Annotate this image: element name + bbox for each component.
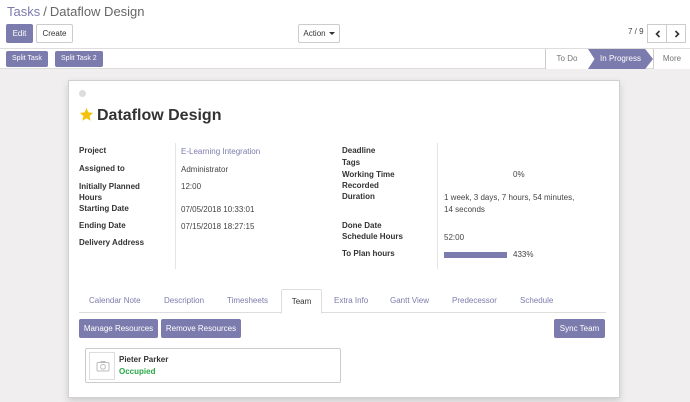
ending-date-label: Ending Date: [79, 221, 126, 230]
breadcrumb-separator: /: [43, 4, 47, 19]
star-icon[interactable]: [79, 107, 94, 122]
stage-todo[interactable]: To Do: [545, 49, 588, 69]
action-label: Action: [303, 29, 326, 38]
assigned-to-label: Assigned to: [79, 164, 125, 173]
pager-previous-button[interactable]: [647, 24, 667, 43]
project-label: Project: [79, 146, 107, 155]
to-plan-hours-value: 433%: [513, 250, 534, 259]
duration-label: Duration: [342, 192, 375, 201]
delivery-address-label: Delivery Address: [79, 238, 145, 247]
breadcrumb-tasks-link[interactable]: Tasks: [7, 4, 41, 19]
member-status: Occupied: [119, 367, 156, 376]
pager-value: 7 / 9: [628, 27, 644, 36]
notebook-tabs: Calendar Note Description Timesheets Tea…: [79, 289, 606, 314]
camera-icon: [96, 361, 110, 372]
to-plan-hours-progress-bar: [444, 252, 507, 258]
assigned-to-value[interactable]: Administrator: [181, 165, 229, 174]
tab-predecessor[interactable]: Predecessor: [452, 296, 497, 305]
planned-hours-label: Initially Planned Hours: [79, 182, 140, 202]
recorded-label: Recorded: [342, 181, 379, 190]
field-divider-right: [437, 143, 438, 269]
tab-gantt-view[interactable]: Gantt View: [390, 296, 429, 305]
breadcrumb-current: Dataflow Design: [49, 4, 145, 19]
priority-dot-icon[interactable]: [79, 90, 86, 97]
planned-hours-value[interactable]: 12:00: [181, 182, 202, 191]
duration-value-line2: 14 seconds: [444, 205, 485, 214]
tab-team[interactable]: Team: [281, 289, 322, 314]
ending-date-value[interactable]: 07/15/2018 18:27:15: [181, 222, 255, 231]
done-date-label: Done Date: [342, 221, 382, 230]
working-time-label: Working Time: [342, 170, 395, 179]
member-name: Pieter Parker: [119, 355, 169, 364]
control-panel: Tasks / Dataflow Design Edit Create Action…: [0, 0, 690, 49]
duration-value-line1: 1 week, 3 days, 7 hours, 54 minutes,: [444, 193, 575, 202]
schedule-hours-label: Schedule Hours: [342, 232, 403, 241]
caret-down-icon: [328, 32, 335, 36]
deadline-label: Deadline: [342, 146, 376, 155]
tab-calendar-note[interactable]: Calendar Note: [89, 296, 141, 305]
team-member-card[interactable]: Pieter Parker Occupied: [85, 348, 341, 383]
breadcrumb: Tasks / Dataflow Design: [7, 4, 145, 19]
schedule-hours-value: 52:00: [444, 233, 465, 242]
create-button[interactable]: Create: [36, 24, 73, 43]
split-task-2-button[interactable]: Split Task 2: [55, 51, 103, 67]
action-dropdown[interactable]: Action: [298, 24, 340, 43]
chevron-right-icon: [674, 30, 680, 38]
edit-button[interactable]: Edit: [6, 24, 33, 43]
form-statusbar: Split Task Split Task 2 To Do In Progres…: [0, 49, 690, 69]
tab-description[interactable]: Description: [164, 296, 205, 305]
remove-resources-button[interactable]: Remove Resources: [161, 319, 241, 338]
field-divider: [175, 143, 176, 269]
chevron-left-icon: [655, 30, 661, 38]
stage-more-button[interactable]: More: [653, 49, 690, 69]
starting-date-value[interactable]: 07/05/2018 10:33:01: [181, 205, 255, 214]
pager-next-button[interactable]: [666, 24, 686, 43]
split-task-button[interactable]: Split Task: [6, 51, 48, 67]
task-title[interactable]: Dataflow Design: [97, 107, 222, 124]
project-value[interactable]: E-Learning Integration: [181, 147, 261, 156]
tab-timesheets[interactable]: Timesheets: [227, 296, 269, 305]
starting-date-label: Starting Date: [79, 204, 129, 213]
sync-team-button[interactable]: Sync Team: [554, 319, 605, 338]
manage-resources-button[interactable]: Manage Resources: [79, 319, 158, 338]
to-plan-hours-label: To Plan hours: [342, 249, 395, 258]
tags-label: Tags: [342, 158, 361, 167]
working-time-value: 0%: [513, 170, 525, 179]
tab-schedule[interactable]: Schedule: [520, 296, 554, 305]
stage-in-progress[interactable]: In Progress: [588, 49, 653, 69]
avatar: [89, 352, 115, 380]
form-sheet: Dataflow Design Project E-Learning Integ…: [68, 80, 620, 398]
tab-extra-info[interactable]: Extra Info: [334, 296, 369, 305]
